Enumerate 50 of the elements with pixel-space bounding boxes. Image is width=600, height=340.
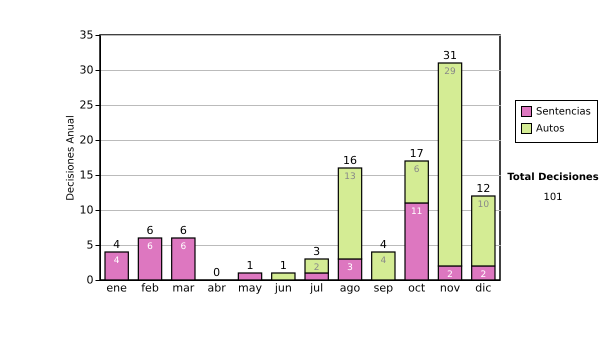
x-tick-label: nov [440, 282, 461, 294]
data-label: 4 [380, 256, 386, 266]
legend-label: Sentencias [536, 106, 591, 118]
x-tick-label: ago [340, 282, 360, 294]
y-tick-label: 35 [80, 28, 94, 42]
total-label: 1 [246, 259, 254, 272]
data-label: 29 [444, 67, 456, 77]
data-label: 11 [410, 207, 422, 217]
total-label: 31 [443, 49, 457, 62]
x-tick-label: jun [274, 282, 292, 294]
y-tick-label: 10 [80, 204, 94, 216]
total-label: 4 [380, 238, 387, 251]
legend-label: Autos [536, 124, 564, 134]
data-label: 2 [447, 270, 453, 280]
x-tick-label: jul [309, 282, 324, 294]
y-tick-label: 15 [80, 168, 94, 182]
data-label: 6 [180, 242, 186, 252]
x-tick-label: feb [141, 282, 159, 294]
x-tick-label: oct [408, 282, 426, 294]
total-label: 1 [280, 259, 287, 272]
y-axis-title: Decisiones Anual [66, 115, 77, 201]
total-label: 0 [213, 266, 220, 279]
data-label: 6 [414, 165, 420, 175]
total-label: 3 [313, 245, 320, 258]
y-tick-label: 0 [86, 274, 94, 286]
text: Total Decisiones [507, 172, 599, 183]
x-tick-label: may [238, 282, 262, 294]
data-label: 6 [147, 242, 154, 252]
data-label: 3 [347, 263, 353, 273]
y-tick-label: 30 [80, 64, 94, 76]
data-label: 13 [344, 172, 356, 182]
x-tick-label: ene [106, 282, 128, 294]
total-label: 4 [113, 238, 120, 251]
data-label: 4 [114, 256, 120, 266]
total-label: 6 [180, 224, 187, 237]
total-label: 16 [343, 154, 357, 167]
x-tick-label: mar [172, 282, 195, 294]
y-tick-label: 25 [80, 98, 94, 112]
y-tick-label: 5 [86, 238, 94, 252]
data-label: 2 [314, 263, 320, 273]
total-label: 17 [410, 147, 424, 160]
total-label: 6 [146, 224, 154, 237]
data-label: 10 [478, 200, 490, 210]
x-tick-label: sep [374, 282, 394, 294]
data-label: 2 [480, 270, 486, 280]
text: 101 [543, 192, 563, 203]
total-label: 12 [476, 182, 490, 195]
x-tick-label: abr [208, 282, 226, 294]
x-tick-label: dic [475, 282, 492, 294]
y-tick-label: 20 [80, 134, 94, 146]
